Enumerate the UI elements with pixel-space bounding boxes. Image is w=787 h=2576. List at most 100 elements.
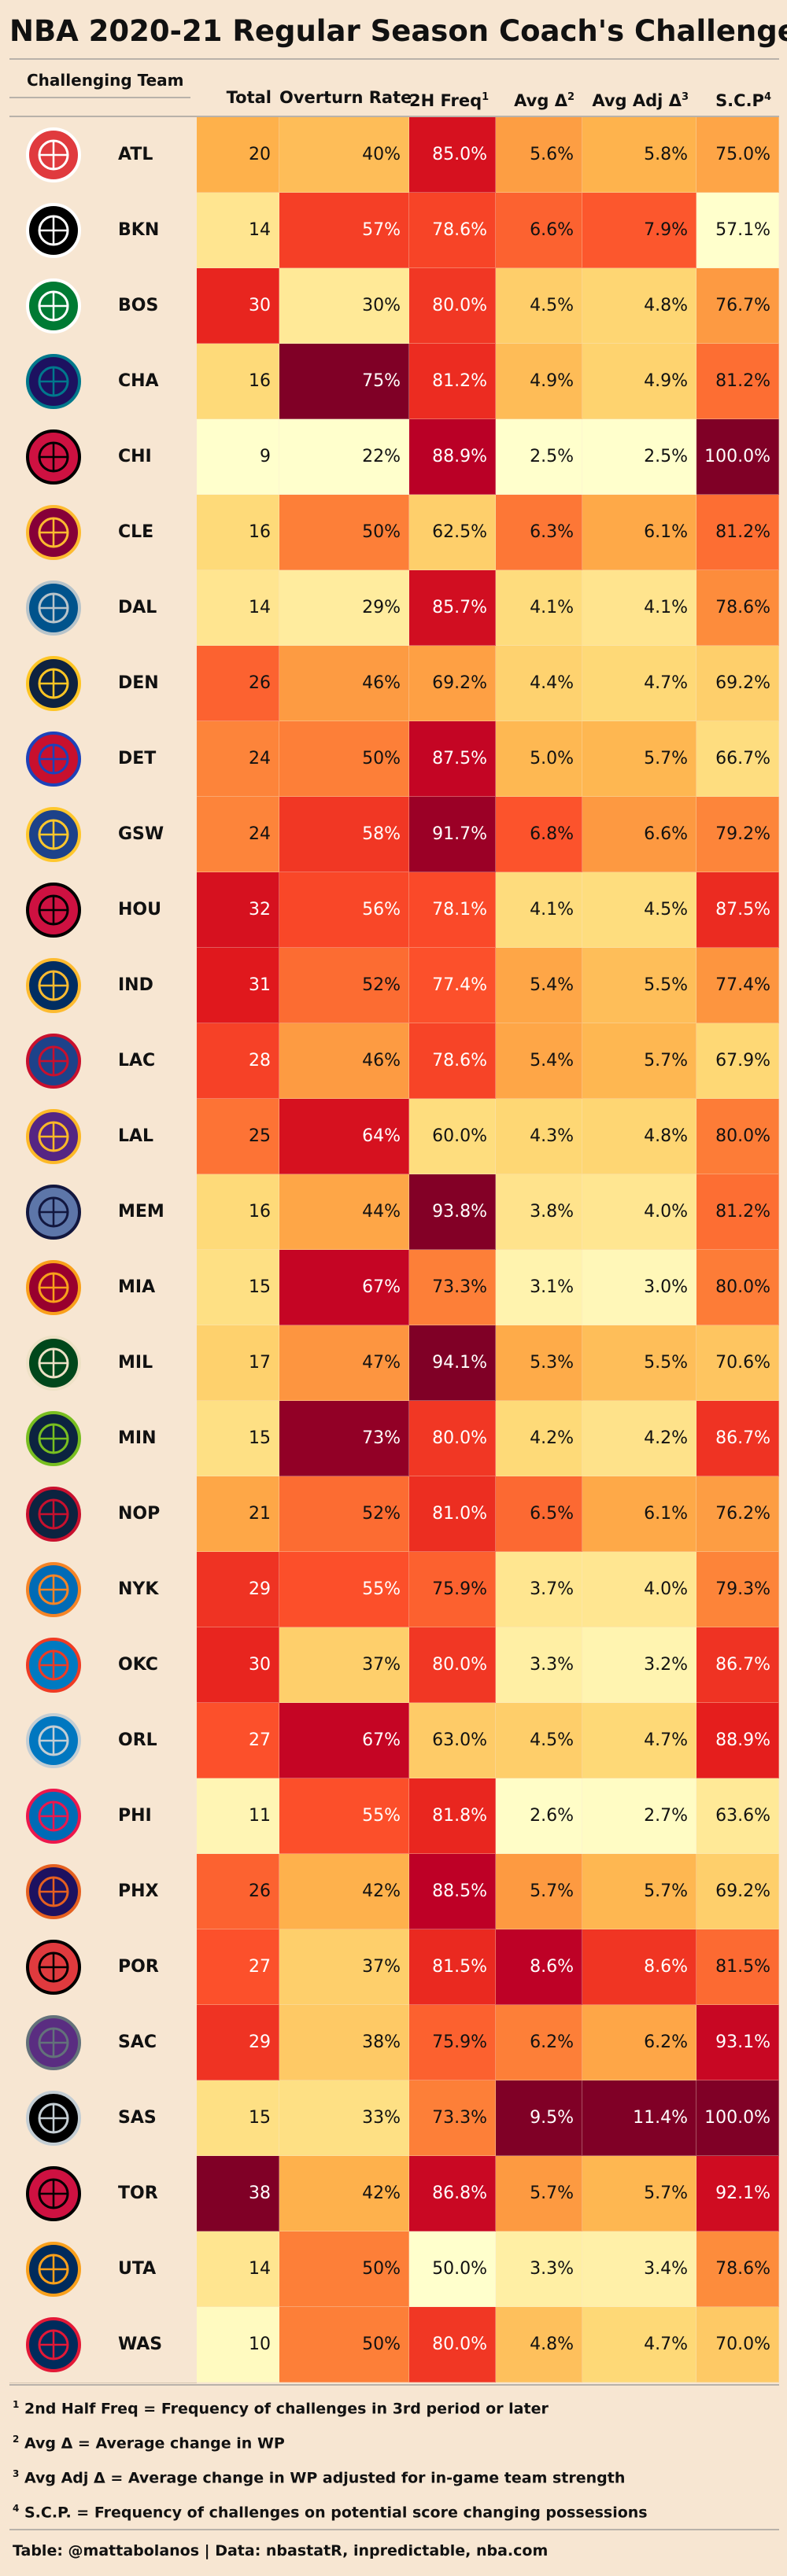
cell-h2: 80.0% — [409, 268, 496, 344]
cell-h2: 80.0% — [409, 2307, 496, 2383]
team-logo-cell — [9, 2080, 104, 2156]
cell-adjd: 3.2% — [582, 1627, 696, 1703]
cell-adjd: 4.8% — [582, 1099, 696, 1174]
table-row: POR 27 37% 81.5% 8.6% 8.6% 81.5% — [9, 1929, 779, 2005]
cell-scp: 81.2% — [696, 495, 779, 570]
cell-overturn: 29% — [279, 570, 409, 646]
table-row: MIL 17 47% 94.1% 5.3% 5.5% 70.6% — [9, 1325, 779, 1401]
team-logo-icon — [25, 429, 82, 485]
team-logo-cell — [9, 1854, 104, 1929]
cell-scp: 100.0% — [696, 2080, 779, 2156]
table-row: TOR 38 42% 86.8% 5.7% 5.7% 92.1% — [9, 2156, 779, 2231]
column-header-adjd: Avg Adj Δ3 — [582, 80, 696, 115]
team-abbreviation: MIA — [104, 1250, 197, 1325]
team-logo-cell — [9, 1401, 104, 1476]
cell-overturn: 58% — [279, 797, 409, 872]
team-abbreviation: SAS — [104, 2080, 197, 2156]
table-row: DEN 26 46% 69.2% 4.4% 4.7% 69.2% — [9, 646, 779, 721]
cell-h2: 93.8% — [409, 1174, 496, 1250]
team-abbreviation: POR — [104, 1929, 197, 2005]
cell-h2: 69.2% — [409, 646, 496, 721]
cell-overturn: 50% — [279, 2231, 409, 2307]
cell-total: 14 — [197, 2231, 279, 2307]
cell-h2: 60.0% — [409, 1099, 496, 1174]
cell-avgd: 2.6% — [496, 1778, 582, 1854]
footnote-text: Avg Δ = Average change in WP — [19, 2434, 284, 2452]
team-abbreviation: DEN — [104, 646, 197, 721]
cell-h2: 86.8% — [409, 2156, 496, 2231]
team-abbreviation: CHA — [104, 344, 197, 419]
team-logo-icon — [25, 202, 82, 259]
team-logo-cell — [9, 1476, 104, 1552]
team-logo-cell — [9, 1703, 104, 1778]
credit-line: Table: @mattabolanos | Data: nbastatR, i… — [13, 2534, 776, 2567]
team-logo-icon — [25, 882, 82, 938]
cell-adjd: 5.5% — [582, 1325, 696, 1401]
cell-scp: 78.6% — [696, 570, 779, 646]
cell-h2: 85.0% — [409, 117, 496, 193]
cell-adjd: 4.8% — [582, 268, 696, 344]
cell-h2: 73.3% — [409, 2080, 496, 2156]
table-row: GSW 24 58% 91.7% 6.8% 6.6% 79.2% — [9, 797, 779, 872]
cell-scp: 86.7% — [696, 1627, 779, 1703]
cell-adjd: 5.7% — [582, 1854, 696, 1929]
team-abbreviation: TOR — [104, 2156, 197, 2231]
team-abbreviation: BOS — [104, 268, 197, 344]
cell-adjd: 7.9% — [582, 193, 696, 268]
team-logo-icon — [25, 1259, 82, 1316]
cell-adjd: 5.7% — [582, 721, 696, 797]
cell-adjd: 6.6% — [582, 797, 696, 872]
cell-avgd: 4.1% — [496, 872, 582, 948]
cell-adjd: 5.7% — [582, 2156, 696, 2231]
team-logo-cell — [9, 2005, 104, 2080]
footnote: 3 Avg Adj Δ = Average change in WP adjus… — [13, 2458, 776, 2489]
cell-avgd: 5.7% — [496, 1854, 582, 1929]
cell-adjd: 3.4% — [582, 2231, 696, 2307]
table-row: ATL 20 40% 85.0% 5.6% 5.8% 75.0% — [9, 117, 779, 193]
column-header-scp: S.C.P4 — [696, 80, 779, 115]
team-logo-icon — [25, 1335, 82, 1391]
team-logo-cell — [9, 948, 104, 1023]
cell-h2: 88.9% — [409, 419, 496, 495]
team-logo-icon — [25, 1486, 82, 1542]
cell-overturn: 52% — [279, 1476, 409, 1552]
team-logo-icon — [25, 2316, 82, 2373]
cell-h2: 81.5% — [409, 1929, 496, 2005]
table-row: LAL 25 64% 60.0% 4.3% 4.8% 80.0% — [9, 1099, 779, 1174]
cell-total: 31 — [197, 948, 279, 1023]
cell-overturn: 50% — [279, 495, 409, 570]
cell-overturn: 22% — [279, 419, 409, 495]
cell-overturn: 55% — [279, 1778, 409, 1854]
table-row: PHI 11 55% 81.8% 2.6% 2.7% 63.6% — [9, 1778, 779, 1854]
cell-total: 30 — [197, 268, 279, 344]
cell-scp: 78.6% — [696, 2231, 779, 2307]
cell-h2: 78.6% — [409, 1023, 496, 1099]
cell-adjd: 4.2% — [582, 1401, 696, 1476]
column-header-footnote-marker: 1 — [482, 91, 489, 103]
table-row: CLE 16 50% 62.5% 6.3% 6.1% 81.2% — [9, 495, 779, 570]
cell-total: 27 — [197, 1703, 279, 1778]
chart-title: NBA 2020-21 Regular Season Coach's Chall… — [9, 6, 781, 57]
cell-adjd: 8.6% — [582, 1929, 696, 2005]
cell-total: 14 — [197, 570, 279, 646]
table-row: NOP 21 52% 81.0% 6.5% 6.1% 76.2% — [9, 1476, 779, 1552]
table-row: SAS 15 33% 73.3% 9.5% 11.4% 100.0% — [9, 2080, 779, 2156]
cell-h2: 87.5% — [409, 721, 496, 797]
cell-scp: 92.1% — [696, 2156, 779, 2231]
cell-avgd: 3.3% — [496, 1627, 582, 1703]
table-row: PHX 26 42% 88.5% 5.7% 5.7% 69.2% — [9, 1854, 779, 1929]
cell-scp: 79.3% — [696, 1552, 779, 1627]
cell-total: 21 — [197, 1476, 279, 1552]
column-header-total: Total — [197, 80, 279, 115]
team-abbreviation: GSW — [104, 797, 197, 872]
cell-total: 16 — [197, 495, 279, 570]
cell-adjd: 11.4% — [582, 2080, 696, 2156]
cell-overturn: 37% — [279, 1929, 409, 2005]
team-logo-cell — [9, 721, 104, 797]
column-header-h2: 2H Freq1 — [409, 80, 496, 115]
cell-adjd: 4.0% — [582, 1552, 696, 1627]
cell-avgd: 6.8% — [496, 797, 582, 872]
cell-h2: 62.5% — [409, 495, 496, 570]
team-logo-icon — [25, 1033, 82, 1089]
